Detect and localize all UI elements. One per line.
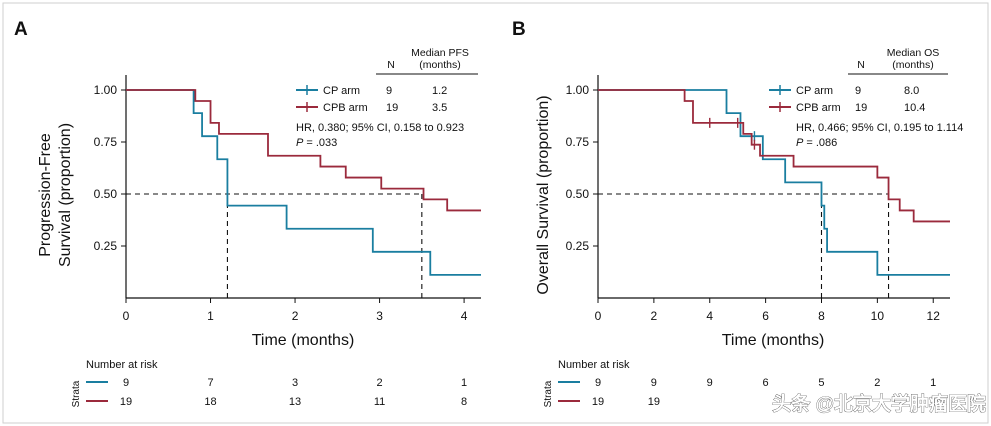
panel-a-series — [126, 89, 481, 276]
panel-b-legend: N Median OS (months) CP arm 9 8.0 CPB ar… — [769, 47, 963, 149]
risk-value: 9 — [123, 377, 129, 389]
panel-b-risk-values: 9 9 9 6 5 2 1 19 19 — [592, 377, 936, 408]
risk-value: 9 — [595, 377, 601, 389]
panel-a-legend-cpb: CPB arm 19 3.5 — [296, 102, 447, 114]
legend-label-cp: CP arm — [796, 85, 833, 97]
legend-median-cp: 1.2 — [432, 85, 447, 97]
panel-a-ylabel-line2: Survival (proportion) — [57, 123, 74, 267]
panel-a-risk-values: 9 7 3 2 1 19 18 13 11 8 — [120, 377, 467, 408]
legend-n-cp: 9 — [386, 85, 392, 97]
panel-a: A Progression-Free Survival (proportion)… — [14, 19, 481, 408]
y-tick-label: 0.25 — [566, 239, 590, 253]
x-tick-label: 3 — [376, 309, 383, 323]
panel-a-hr-text: HR, 0.380; 95% CI, 0.158 to 0.923 — [296, 122, 464, 134]
panel-b-y-ticks: 0.25 0.50 0.75 1.00 — [566, 83, 598, 253]
x-tick-label: 8 — [818, 309, 825, 323]
y-tick-label: 0.75 — [566, 135, 590, 149]
legend-n-cpb: 19 — [855, 102, 867, 114]
panel-b-legend-n-header: N — [857, 59, 865, 71]
panel-a-median-lines — [126, 193, 423, 298]
legend-median-cp: 8.0 — [904, 85, 919, 97]
risk-value: 13 — [289, 396, 301, 408]
risk-value: 1 — [461, 377, 467, 389]
panel-a-legend-cp: CP arm 9 1.2 — [296, 85, 447, 97]
survival-curve-cpb-arm — [126, 89, 481, 212]
y-tick-label: 0.25 — [94, 239, 118, 253]
panel-a-risk-table: Number at risk Strata 9 7 3 2 1 19 18 13 11 8 — [71, 359, 467, 408]
panel-a-risk-title: Number at risk — [86, 359, 158, 371]
risk-value: 2 — [377, 377, 383, 389]
risk-value: 19 — [648, 396, 660, 408]
x-tick-label: 12 — [927, 309, 941, 323]
risk-value: 9 — [707, 377, 713, 389]
panel-b-label: B — [512, 19, 526, 40]
risk-value: 9 — [651, 377, 657, 389]
panel-b-legend-median-header-2: (months) — [892, 59, 933, 71]
y-tick-label: 1.00 — [566, 83, 590, 97]
panel-a-strata-label: Strata — [71, 380, 82, 407]
panel-b-x-ticks: 0 2 4 6 8 10 12 — [595, 298, 941, 323]
x-tick-label: 10 — [871, 309, 885, 323]
panel-a-p-value: P = .033 — [296, 137, 337, 149]
legend-label-cpb: CPB arm — [323, 102, 368, 114]
risk-value: 11 — [374, 396, 385, 408]
x-tick-label: 4 — [706, 309, 713, 323]
legend-label-cpb: CPB arm — [796, 102, 841, 114]
panel-b-legend-cp: CP arm 9 8.0 — [769, 85, 919, 97]
y-tick-label: 0.50 — [94, 187, 118, 201]
survival-curve-cp-arm — [126, 89, 481, 276]
panel-a-y-ticks: 0.25 0.50 0.75 1.00 — [94, 83, 126, 253]
risk-value: 1 — [930, 377, 936, 389]
x-tick-label: 2 — [292, 309, 299, 323]
panel-b-legend-cpb: CPB arm 19 10.4 — [769, 102, 925, 114]
y-tick-label: 1.00 — [94, 83, 118, 97]
risk-value: 3 — [292, 377, 298, 389]
panel-a-xlabel: Time (months) — [252, 332, 355, 349]
risk-value: 6 — [763, 377, 769, 389]
legend-n-cpb: 19 — [386, 102, 398, 114]
panel-b-legend-median-header-1: Median OS — [887, 47, 940, 59]
risk-value: 5 — [818, 377, 824, 389]
risk-value: 19 — [120, 396, 132, 408]
survival-curve-cp-arm — [598, 89, 950, 276]
panel-b: B Overall Survival (proportion) Time (mo… — [512, 19, 963, 408]
panel-a-ylabel-line1: Progression-Free — [37, 133, 54, 257]
panel-a-x-ticks: 0 1 2 3 4 — [123, 298, 468, 323]
panel-b-xlabel: Time (months) — [722, 332, 825, 349]
panel-a-legend-n-header: N — [387, 59, 395, 71]
risk-value: 2 — [874, 377, 880, 389]
x-tick-label: 6 — [762, 309, 769, 323]
panel-b-series — [598, 89, 950, 276]
risk-value: 8 — [461, 396, 467, 408]
legend-median-cpb: 3.5 — [432, 102, 447, 114]
x-tick-label: 4 — [461, 309, 468, 323]
survival-curve-cpb-arm — [598, 89, 950, 223]
legend-n-cp: 9 — [855, 85, 861, 97]
risk-value: 7 — [207, 377, 213, 389]
panel-b-hr-text: HR, 0.466; 95% CI, 0.195 to 1.114 — [796, 122, 963, 134]
panel-b-p-value: P = .086 — [796, 137, 837, 149]
watermark-text: 头条 @北京大学肿瘤医院 — [772, 392, 986, 415]
legend-median-cpb: 10.4 — [904, 102, 925, 114]
y-tick-label: 0.50 — [566, 187, 590, 201]
panel-b-strata-label: Strata — [543, 380, 554, 407]
x-tick-label: 0 — [595, 309, 602, 323]
panel-b-risk-table: Number at risk Strata 9 9 9 6 5 2 1 19 19 — [543, 359, 936, 408]
y-tick-label: 0.75 — [94, 135, 118, 149]
x-tick-label: 2 — [651, 309, 658, 323]
panel-a-legend-median-header-1: Median PFS — [411, 47, 469, 59]
x-tick-label: 0 — [123, 309, 130, 323]
panel-b-risk-title: Number at risk — [558, 359, 630, 371]
panel-a-legend: N Median PFS (months) CP arm 9 1.2 CPB a… — [296, 47, 478, 149]
panel-a-label: A — [14, 19, 28, 40]
panel-b-median-lines — [598, 193, 890, 298]
legend-label-cp: CP arm — [323, 85, 360, 97]
panel-a-legend-median-header-2: (months) — [419, 59, 460, 71]
risk-value: 18 — [204, 396, 216, 408]
risk-value: 19 — [592, 396, 604, 408]
x-tick-label: 1 — [207, 309, 214, 323]
panel-b-ylabel: Overall Survival (proportion) — [535, 95, 552, 294]
